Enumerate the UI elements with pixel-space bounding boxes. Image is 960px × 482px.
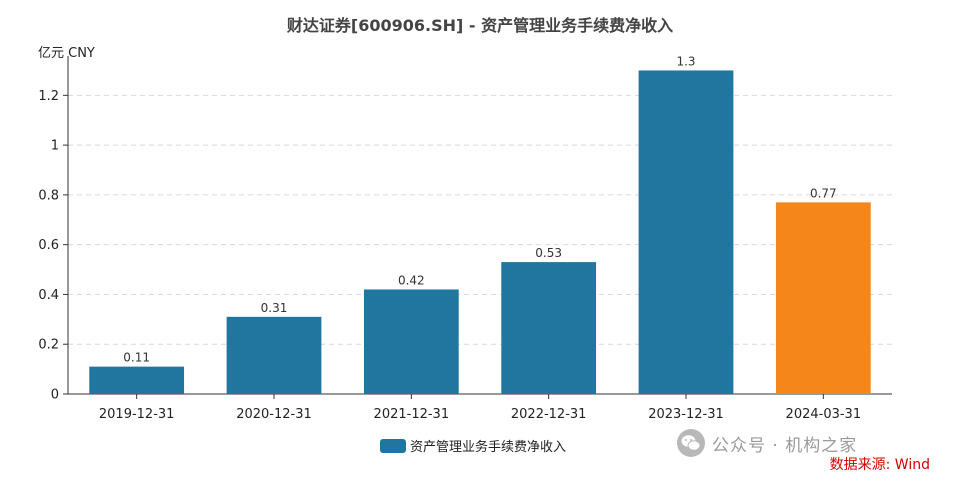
x-tick-label: 2019-12-31 [99, 407, 175, 422]
bar [89, 366, 185, 394]
data-label: 0.42 [398, 273, 425, 287]
chart-title: 财达证券[600906.SH] - 资产管理业务手续费净收入 [286, 16, 674, 35]
data-label: 0.53 [535, 246, 562, 260]
y-tick-label: 0 [51, 388, 59, 403]
bar [363, 289, 459, 394]
bar [226, 316, 322, 394]
watermark-text: 公众号 · 机构之家 [712, 435, 858, 456]
wechat-icon [677, 429, 705, 457]
y-tick-label: 1 [51, 139, 59, 154]
x-tick-label: 2022-12-31 [511, 407, 587, 422]
legend[interactable]: 资产管理业务手续费净收入 [380, 436, 566, 455]
bar [775, 202, 871, 394]
x-tick-label: 2020-12-31 [236, 407, 312, 422]
legend-swatch [380, 438, 406, 453]
y-tick-label: 0.8 [38, 188, 59, 203]
x-tick-label: 2023-12-31 [648, 407, 724, 422]
y-tick-label: 0.2 [38, 338, 59, 353]
y-tick-label: 0.6 [38, 238, 59, 253]
x-tick-label: 2021-12-31 [374, 407, 450, 422]
watermark: 公众号 · 机构之家 [676, 428, 857, 458]
data-label: 1.3 [676, 54, 695, 68]
bar [638, 70, 734, 394]
y-tick-label: 0.4 [38, 288, 59, 303]
y-axis-unit-label: 亿元 CNY [38, 46, 95, 61]
data-label: 0.31 [261, 301, 288, 315]
legend-label: 资产管理业务手续费净收入 [410, 440, 567, 455]
data-label: 0.77 [810, 186, 837, 200]
data-label: 0.11 [123, 351, 150, 365]
x-tick-label: 2024-03-31 [786, 407, 862, 422]
data-source: 数据来源: Wind [829, 457, 930, 473]
bar [501, 262, 597, 394]
y-tick-label: 1.2 [38, 89, 59, 104]
